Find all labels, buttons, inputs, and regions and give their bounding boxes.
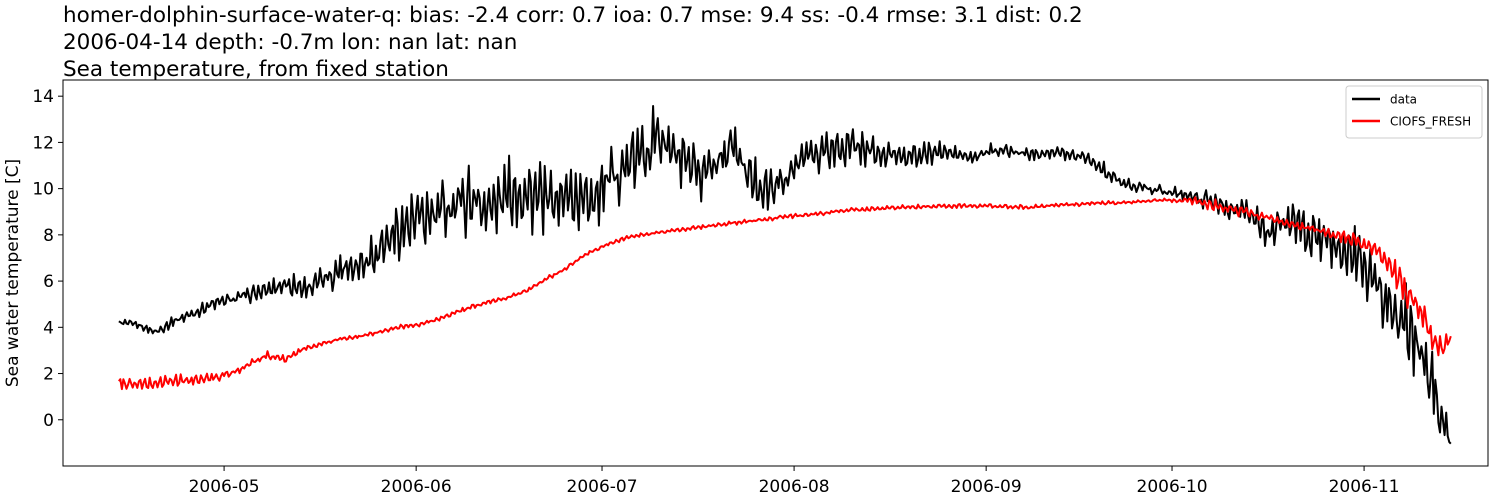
x-tick-label: 2006-05 [189,477,260,497]
legend: data CIOFS_FRESH [1345,85,1483,139]
y-tick-label: 2 [43,365,54,385]
y-tick-label: 12 [32,133,54,153]
y-axis: 0 2 4 6 8 10 12 14 [32,87,63,431]
x-tick-label: 2006-09 [951,477,1022,497]
legend-label-ciofs-fresh: CIOFS_FRESH [1390,115,1471,129]
title-line-station-info: 2006-04-14 depth: -0.7m lon: nan lat: na… [63,30,518,55]
x-tick-label: 2006-08 [759,477,830,497]
series-line-ciofs-fresh [118,196,1452,391]
x-tick-label: 2006-10 [1137,477,1208,497]
y-tick-label: 14 [32,87,54,107]
y-tick-label: 4 [43,318,54,338]
x-axis: 2006-05 2006-06 2006-07 2006-08 2006-09 2006-… [189,466,1400,497]
x-tick-label: 2006-06 [381,477,452,497]
x-tick-label: 2006-11 [1329,477,1400,497]
plot-frame [62,79,1489,467]
title-line-description: Sea temperature, from fixed station [63,57,449,82]
chart-title: homer-dolphin-surface-water-q: bias: -2.… [63,2,1083,83]
series-line-data [118,105,1452,445]
y-tick-label: 8 [43,226,54,246]
y-tick-label: 6 [43,272,54,292]
x-tick-label: 2006-07 [567,477,638,497]
title-line-stats: homer-dolphin-surface-water-q: bias: -2.… [63,3,1083,28]
y-axis-label: Sea water temperature [C] [3,159,23,387]
series-layer [118,105,1452,445]
y-tick-label: 10 [32,180,54,200]
y-tick-label: 0 [43,411,54,431]
legend-label-data: data [1390,93,1417,107]
